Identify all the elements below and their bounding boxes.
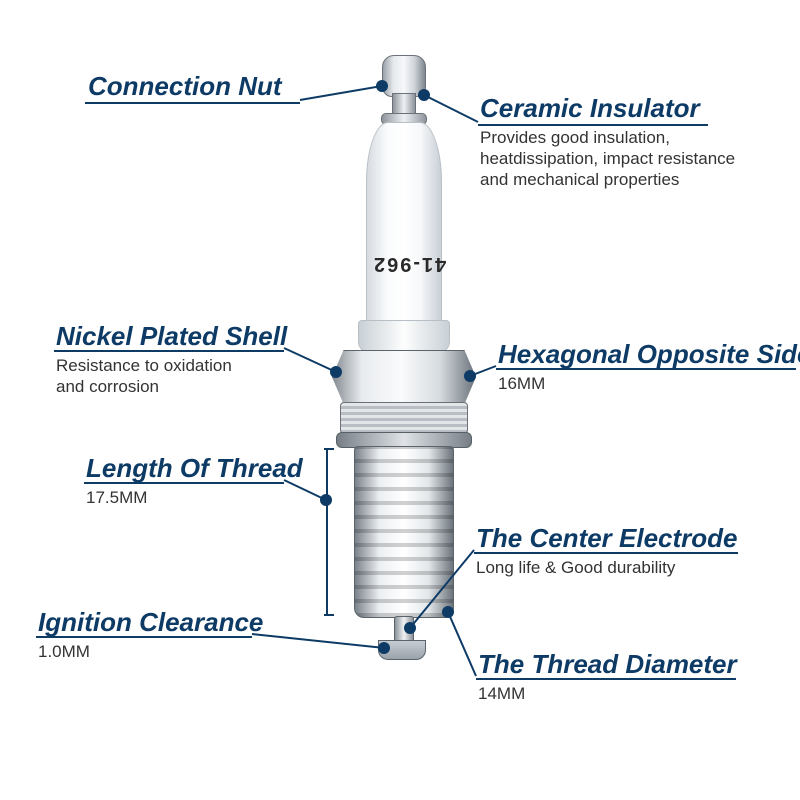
thread-length-desc: 17.5MM [86, 487, 303, 508]
ceramic-insulator-label: Ceramic Insulator Provides good insulati… [480, 92, 735, 190]
hex-sides-label: Hexagonal Opposite Sides 16MM [498, 338, 800, 394]
nickel-shell-desc: Resistance to oxidation and corrosion [56, 355, 287, 398]
nickel-shell-underline [54, 350, 284, 352]
thread-diameter-title: The Thread Diameter [478, 648, 737, 681]
nickel-shell-title: Nickel Plated Shell [56, 320, 287, 353]
ignition-clearance-underline [36, 636, 252, 638]
thread-length-bracket [326, 448, 328, 616]
ground-electrode [378, 640, 426, 660]
thread-length-label: Length Of Thread 17.5MM [86, 452, 303, 508]
thread-diameter-label: The Thread Diameter 14MM [478, 648, 737, 704]
center-electrode-label: The Center Electrode Long life & Good du… [476, 522, 738, 578]
thread-length-underline [84, 482, 284, 484]
center-electrode-underline [474, 552, 738, 554]
center-electrode-desc: Long life & Good durability [476, 557, 738, 578]
ignition-clearance-label: Ignition Clearance 1.0MM [38, 606, 263, 662]
hex-sides-underline [496, 368, 796, 370]
terminal-nut [382, 55, 426, 97]
part-number: 41-962 [372, 252, 446, 275]
center-electrode-title: The Center Electrode [476, 522, 738, 555]
ceramic-insulator [366, 122, 442, 334]
insulator-base [358, 320, 450, 352]
nickel-shell-label: Nickel Plated Shell Resistance to oxidat… [56, 320, 287, 397]
connection-nut-title: Connection Nut [88, 70, 282, 103]
hex-sides-desc: 16MM [498, 373, 800, 394]
ceramic-insulator-desc: Provides good insulation, heatdissipatio… [480, 127, 735, 191]
hex-sides-title: Hexagonal Opposite Sides [498, 338, 800, 371]
connection-nut-underline [85, 102, 300, 104]
thread-diameter-underline [476, 678, 736, 680]
ceramic-insulator-underline [478, 124, 708, 126]
hex-nut [332, 350, 476, 404]
thread-diameter-desc: 14MM [478, 683, 737, 704]
crimp-collar [340, 402, 468, 434]
connection-nut-label: Connection Nut [88, 70, 282, 103]
threaded-shell [354, 446, 454, 618]
ignition-clearance-title: Ignition Clearance [38, 606, 263, 639]
diagram-stage: 41-962 Connection Nut Ceramic Insulator … [0, 0, 800, 800]
ceramic-insulator-title: Ceramic Insulator [480, 92, 735, 125]
ignition-clearance-desc: 1.0MM [38, 641, 263, 662]
thread-length-title: Length Of Thread [86, 452, 303, 485]
